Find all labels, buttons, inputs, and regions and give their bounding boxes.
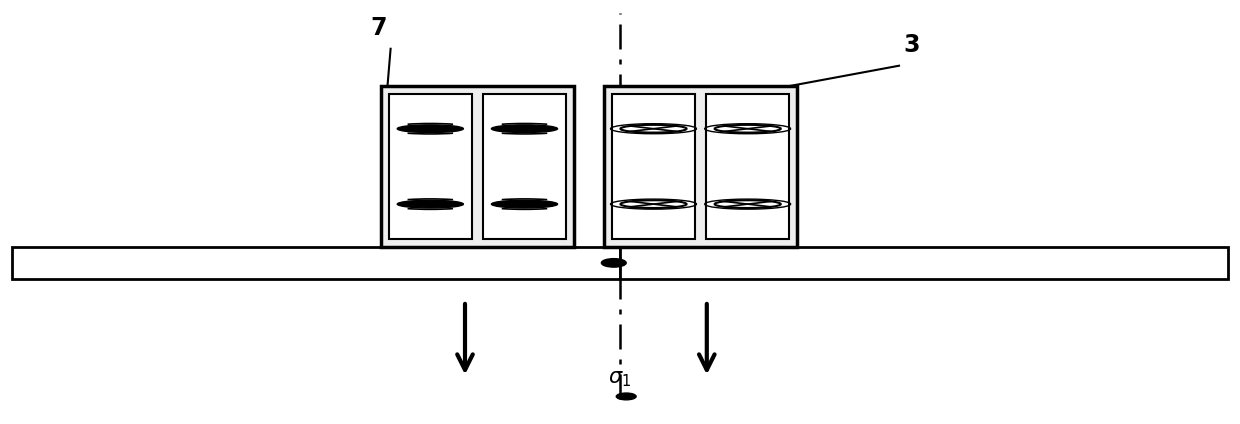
- Text: $\sigma_1$: $\sigma_1$: [609, 369, 631, 390]
- Bar: [620, 247, 1228, 279]
- Bar: [382, 86, 573, 247]
- Bar: [484, 94, 565, 239]
- Ellipse shape: [491, 200, 558, 208]
- Ellipse shape: [491, 125, 558, 133]
- Ellipse shape: [620, 125, 687, 133]
- Circle shape: [601, 259, 626, 267]
- Text: 7: 7: [370, 16, 387, 39]
- Bar: [389, 94, 471, 239]
- Bar: [604, 86, 796, 247]
- Ellipse shape: [714, 200, 781, 208]
- Text: 3: 3: [903, 33, 920, 56]
- Ellipse shape: [397, 125, 464, 133]
- Bar: [12, 247, 620, 279]
- Ellipse shape: [620, 200, 687, 208]
- Ellipse shape: [397, 200, 464, 208]
- Bar: [613, 94, 694, 239]
- Ellipse shape: [714, 125, 781, 133]
- Bar: [707, 94, 789, 239]
- Circle shape: [616, 393, 636, 400]
